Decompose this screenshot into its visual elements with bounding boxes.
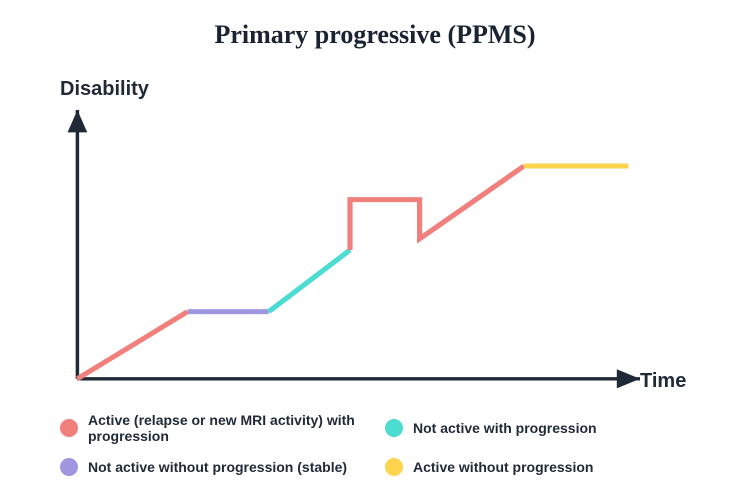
- legend-label: Active without progression: [413, 459, 593, 475]
- chart-area: [60, 110, 640, 390]
- legend-label: Not active without progression (stable): [88, 459, 347, 475]
- line-segment-s1: [77, 312, 187, 379]
- legend-item-active_without_progression: Active without progression: [385, 458, 700, 476]
- legend-swatch: [60, 419, 78, 437]
- legend-label: Not active with progression: [413, 420, 597, 436]
- y-axis-arrow: [68, 110, 88, 132]
- chart-svg: [60, 110, 640, 390]
- x-axis-arrow: [617, 369, 640, 388]
- legend-swatch: [60, 458, 78, 476]
- legend-swatch: [385, 458, 403, 476]
- chart-title: Primary progressive (PPMS): [0, 0, 750, 50]
- legend-swatch: [385, 419, 403, 437]
- legend-item-active_with_progression: Active (relapse or new MRI activity) wit…: [60, 412, 375, 444]
- legend: Active (relapse or new MRI activity) wit…: [60, 412, 700, 476]
- legend-item-not_active_with_progression: Not active with progression: [385, 412, 700, 444]
- legend-item-not_active_without_progression: Not active without progression (stable): [60, 458, 375, 476]
- x-axis-label: Time: [640, 370, 686, 393]
- line-segment-s4: [350, 166, 524, 250]
- legend-label: Active (relapse or new MRI activity) wit…: [88, 412, 375, 444]
- line-segment-s3: [269, 250, 350, 312]
- y-axis-label: Disability: [60, 78, 149, 101]
